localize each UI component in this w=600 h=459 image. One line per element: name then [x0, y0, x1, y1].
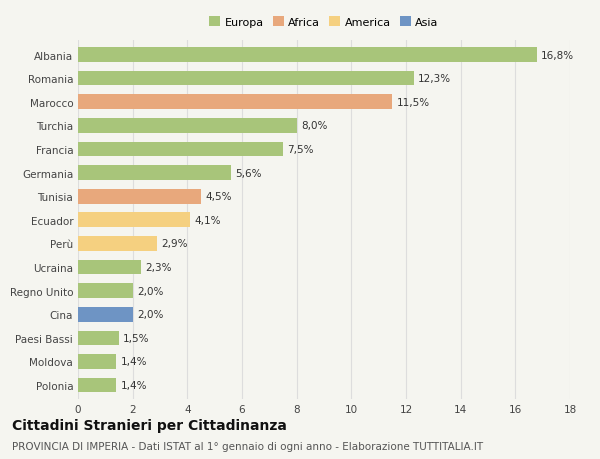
Legend: Europa, Africa, America, Asia: Europa, Africa, America, Asia [205, 13, 443, 32]
Text: 1,4%: 1,4% [121, 357, 147, 367]
Text: 16,8%: 16,8% [541, 50, 574, 61]
Bar [78, 284, 133, 298]
Bar [78, 260, 141, 275]
Bar [78, 48, 537, 63]
Text: 2,0%: 2,0% [137, 309, 163, 319]
Bar [78, 378, 116, 392]
Text: 7,5%: 7,5% [287, 145, 314, 155]
Bar [78, 72, 414, 86]
Bar [78, 95, 392, 110]
Text: 2,3%: 2,3% [145, 263, 172, 273]
Bar [78, 307, 133, 322]
Text: Cittadini Stranieri per Cittadinanza: Cittadini Stranieri per Cittadinanza [12, 418, 287, 431]
Bar [78, 119, 296, 134]
Bar [78, 142, 283, 157]
Text: 1,5%: 1,5% [123, 333, 149, 343]
Bar [78, 213, 190, 228]
Bar [78, 190, 201, 204]
Text: PROVINCIA DI IMPERIA - Dati ISTAT al 1° gennaio di ogni anno - Elaborazione TUTT: PROVINCIA DI IMPERIA - Dati ISTAT al 1° … [12, 441, 483, 451]
Text: 2,0%: 2,0% [137, 286, 163, 296]
Bar [78, 331, 119, 345]
Text: 1,4%: 1,4% [121, 380, 147, 390]
Text: 4,5%: 4,5% [205, 192, 232, 202]
Text: 2,9%: 2,9% [161, 239, 188, 249]
Text: 4,1%: 4,1% [194, 215, 221, 225]
Text: 11,5%: 11,5% [397, 98, 430, 107]
Text: 12,3%: 12,3% [418, 74, 451, 84]
Text: 5,6%: 5,6% [235, 168, 262, 178]
Text: 8,0%: 8,0% [301, 121, 327, 131]
Bar [78, 236, 157, 251]
Bar [78, 166, 231, 180]
Bar [78, 354, 116, 369]
